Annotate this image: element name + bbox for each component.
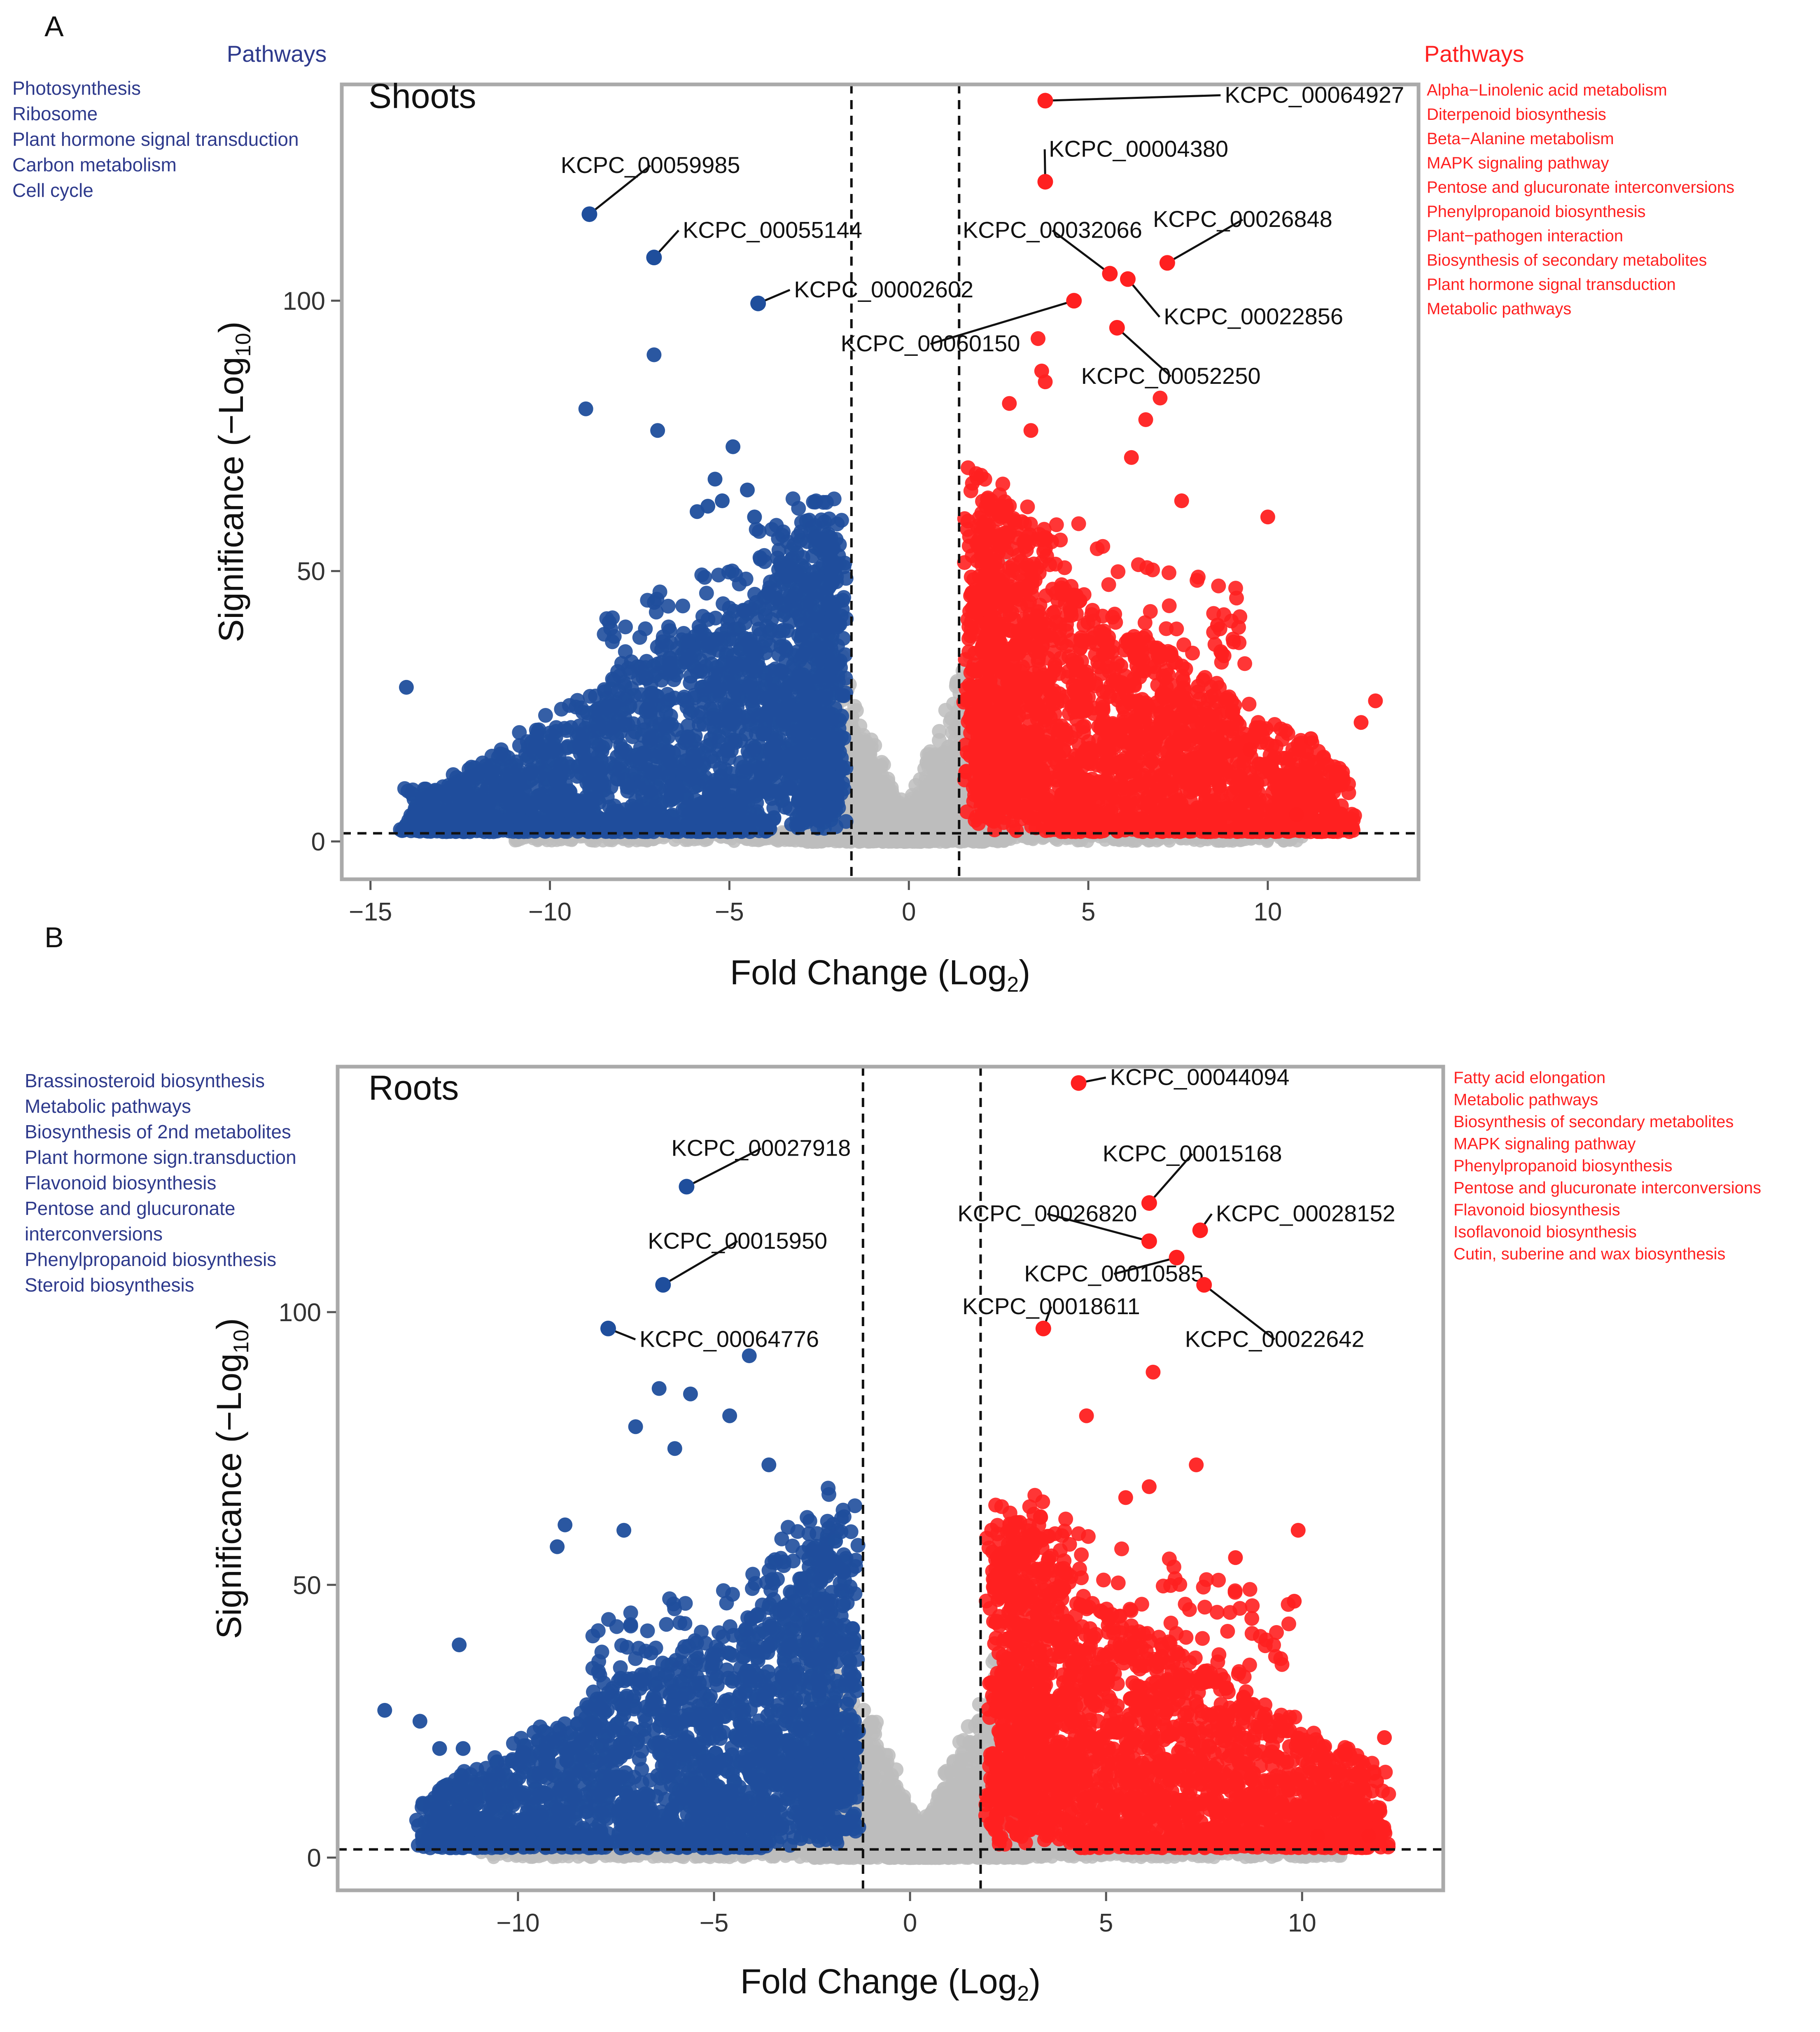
data-point (941, 743, 956, 759)
data-point (851, 833, 866, 848)
right-pathway-item: Pentose and glucuronate interconversions (1427, 178, 1734, 196)
left-pathways-list: Photosynthesis Ribosome Plant hormone sign… (12, 77, 299, 201)
data-point (794, 834, 808, 848)
right-pathway-item: Alpha−Linolenic acid metabolism (1427, 81, 1667, 99)
data-point (922, 751, 937, 766)
data-point (588, 689, 603, 704)
data-point (893, 799, 908, 814)
panel-a: A Pathways Photosynthesis Ribosome Plant h… (12, 10, 1734, 997)
left-pathway-item: Photosynthesis (12, 77, 141, 99)
panel-letter-a: A (44, 10, 64, 42)
data-point (856, 728, 871, 743)
data-point (538, 708, 553, 723)
volcano-plot-shoots: KCPC_00064927KCPC_00004380KCPC_00059985K… (212, 77, 1421, 997)
data-point (916, 801, 931, 816)
right-pathways-list: Alpha−Linolenic acid metabolism Diterpeno… (1427, 81, 1734, 318)
data-point (852, 785, 867, 801)
right-pathway-item: Plant−pathogen interaction (1427, 227, 1623, 245)
data-point (858, 813, 873, 828)
right-pathway-item: MAPK signaling pathway (1427, 154, 1609, 172)
right-pathway-item: Diterpenoid biosynthesis (1427, 105, 1606, 124)
right-pathway-item: Plant hormone signal transduction (1427, 276, 1676, 294)
right-pathway-item: Metabolic pathways (1427, 300, 1571, 318)
data-point (929, 796, 944, 812)
data-point (685, 703, 700, 718)
data-point (908, 778, 924, 793)
data-point (677, 689, 692, 705)
data-point (862, 745, 877, 760)
data-point (889, 815, 904, 830)
left-pathway-item: Ribosome (12, 103, 98, 124)
data-point (394, 823, 410, 838)
data-point (926, 768, 942, 783)
right-pathway-item: Beta−Alanine metabolism (1427, 130, 1614, 148)
left-pathways-title: Pathways (227, 41, 327, 67)
data-point (872, 781, 887, 796)
left-pathway-item: Carbon metabolism (12, 154, 177, 175)
right-pathway-item: Phenylpropanoid biosynthesis (1427, 203, 1645, 221)
right-pathways-title: Pathways (1424, 41, 1524, 67)
data-point (769, 518, 784, 533)
data-point (870, 798, 886, 813)
data-point (874, 755, 889, 770)
left-pathway-item: Plant hormone signal transduction (12, 128, 299, 150)
right-pathway-item: Biosynthesis of secondary metabolites (1427, 251, 1707, 269)
left-pathway-item: Cell cycle (12, 180, 93, 201)
data-point (512, 725, 527, 740)
data-point (834, 513, 849, 528)
